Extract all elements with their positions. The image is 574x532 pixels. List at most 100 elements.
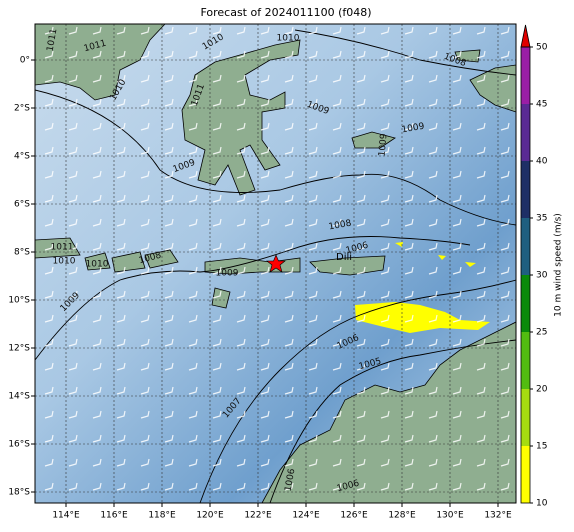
wind-barb xyxy=(116,146,126,155)
wind-barb xyxy=(284,194,294,203)
wind-barb xyxy=(188,74,198,83)
wind-barb xyxy=(116,218,126,227)
wind-barb xyxy=(404,290,414,299)
wind-barb xyxy=(140,266,150,275)
wind-barb xyxy=(284,458,294,467)
wind-barb xyxy=(476,74,486,83)
wind-barb xyxy=(428,194,438,203)
wind-barb xyxy=(332,170,342,179)
wind-barb xyxy=(260,266,270,275)
wind-barb xyxy=(236,458,246,467)
wind-barb xyxy=(380,218,390,227)
wind-barb xyxy=(44,50,54,59)
wind-barb xyxy=(404,26,414,35)
wind-barb xyxy=(68,146,78,155)
wind-barb xyxy=(308,482,318,491)
wind-barb xyxy=(356,314,366,323)
wind-barb xyxy=(284,386,294,395)
wind-barb xyxy=(68,122,78,131)
wind-barb xyxy=(212,482,222,491)
wind-barb xyxy=(236,218,246,227)
wind-barb xyxy=(356,50,366,59)
wind-barb xyxy=(356,194,366,203)
wind-barb xyxy=(452,194,462,203)
wind-barb xyxy=(92,266,102,275)
wind-barb xyxy=(332,194,342,203)
wind-barb xyxy=(452,242,462,251)
wind-barb xyxy=(428,386,438,395)
wind-barb xyxy=(68,26,78,35)
wind-barb xyxy=(452,50,462,59)
wind-barb xyxy=(68,194,78,203)
wind-barb xyxy=(236,242,246,251)
wind-barb xyxy=(260,362,270,371)
wind-barb xyxy=(44,314,54,323)
wind-barb xyxy=(308,458,318,467)
wind-barb xyxy=(356,218,366,227)
wind-barb xyxy=(260,26,270,35)
wind-barb xyxy=(500,98,510,107)
wind-barb xyxy=(236,146,246,155)
wind-barb xyxy=(284,266,294,275)
isobar-label: 1011 xyxy=(46,28,60,52)
wind-barb xyxy=(428,458,438,467)
wind-barb xyxy=(380,242,390,251)
wind-barb xyxy=(260,98,270,107)
wind-barb xyxy=(356,386,366,395)
isobar-label: 1010 xyxy=(53,257,76,267)
wind-barb xyxy=(284,122,294,131)
wind-barb xyxy=(308,290,318,299)
wind-barb xyxy=(236,194,246,203)
wind-barb xyxy=(44,338,54,347)
wind-barb xyxy=(428,146,438,155)
wind-barb xyxy=(236,26,246,35)
wind-barb xyxy=(212,218,222,227)
wind-barb xyxy=(380,410,390,419)
wind-barb xyxy=(380,50,390,59)
wind-barb xyxy=(428,74,438,83)
isobar-label: 1011 xyxy=(51,243,74,253)
wind-barb xyxy=(92,482,102,491)
wind-barb xyxy=(188,122,198,131)
wind-barb xyxy=(452,290,462,299)
wind-barb xyxy=(308,98,318,107)
wind-barb xyxy=(308,410,318,419)
isobar-label: 1009 xyxy=(401,122,426,136)
wind-barb xyxy=(188,482,198,491)
borneo xyxy=(35,24,166,101)
wind-barb xyxy=(500,290,510,299)
colorbar-label: 10 m wind speed (m/s) xyxy=(554,213,564,317)
wind-barb xyxy=(188,194,198,203)
wind-barb xyxy=(500,458,510,467)
wind-barb xyxy=(116,170,126,179)
wind-barb xyxy=(188,146,198,155)
wind-barb xyxy=(380,26,390,35)
wind-barb xyxy=(140,458,150,467)
wind-barb xyxy=(284,362,294,371)
wind-barb xyxy=(164,386,174,395)
wind-barb xyxy=(452,218,462,227)
wind-barb xyxy=(500,482,510,491)
wind-barb xyxy=(356,98,366,107)
wind-barb xyxy=(356,122,366,131)
wind-barb xyxy=(332,50,342,59)
wind-barb xyxy=(188,50,198,59)
isobar-label: 1006 xyxy=(284,468,298,493)
wind-barb xyxy=(452,74,462,83)
wind-barb xyxy=(332,98,342,107)
wind-barb xyxy=(140,98,150,107)
wind-barb xyxy=(284,26,294,35)
wind-barb xyxy=(500,434,510,443)
wind-barb xyxy=(380,74,390,83)
colorbar: 10 15 20 25 30 35 40 45 50 xyxy=(520,24,548,509)
y-tick-label: 8°S xyxy=(14,248,30,258)
wind-barb xyxy=(188,266,198,275)
wind-barb xyxy=(476,122,486,131)
wind-barb xyxy=(140,434,150,443)
wind-barb xyxy=(212,410,222,419)
wind-barb xyxy=(308,74,318,83)
wind-barb xyxy=(476,482,486,491)
wind-barb xyxy=(404,314,414,323)
wind-barb xyxy=(452,266,462,275)
wind-barb xyxy=(68,338,78,347)
